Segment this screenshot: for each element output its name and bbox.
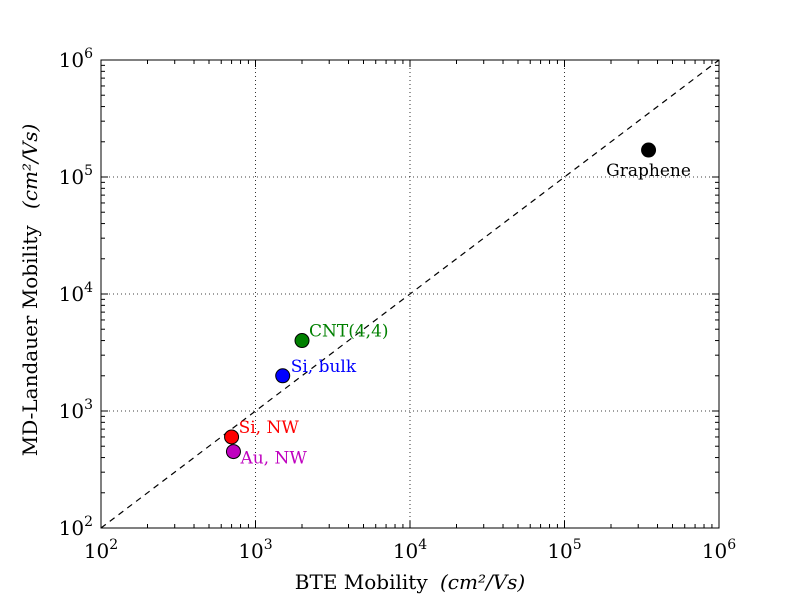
x-tick-label: 102 xyxy=(84,537,118,563)
x-tick-exponent: 3 xyxy=(264,537,273,553)
x-tick-base: 10 xyxy=(393,539,418,563)
x-tick-base: 10 xyxy=(702,539,727,563)
x-tick-exponent: 5 xyxy=(573,537,582,553)
y-tick-base: 10 xyxy=(59,48,84,72)
y-tick-label: 102 xyxy=(59,514,93,540)
point-label-au-nw: Au, NW xyxy=(239,449,307,469)
y-tick-exponent: 3 xyxy=(84,397,93,413)
x-tick-exponent: 6 xyxy=(727,537,736,553)
y-tick-exponent: 6 xyxy=(84,46,93,62)
point-au-nw xyxy=(225,444,241,460)
x-tick-exponent: 2 xyxy=(109,537,118,553)
point-label-graphene: Graphene xyxy=(606,161,691,181)
x-tick-label: 106 xyxy=(702,537,736,563)
x-tick-label: 104 xyxy=(393,537,427,563)
x-tick-exponent: 4 xyxy=(418,537,427,553)
y-axis-label-text: MD-Landauer Mobility xyxy=(18,225,42,457)
point-si-nw xyxy=(224,429,240,445)
x-tick-label: 103 xyxy=(238,537,272,563)
y-tick-base: 10 xyxy=(59,282,84,306)
y-tick-label: 104 xyxy=(59,280,93,306)
x-axis-label: BTE Mobility (cm²/Vs) xyxy=(295,570,525,594)
y-tick-exponent: 5 xyxy=(84,163,93,179)
y-tick-base: 10 xyxy=(59,165,84,189)
x-tick-base: 10 xyxy=(547,539,572,563)
x-axis-label-unit: (cm²/Vs) xyxy=(440,570,525,594)
axis-ticks xyxy=(100,59,720,529)
y-tick-exponent: 4 xyxy=(84,280,93,296)
reference-dashed-line xyxy=(100,59,720,529)
x-tick-base: 10 xyxy=(238,539,263,563)
y-tick-base: 10 xyxy=(59,399,84,423)
data-points xyxy=(224,142,657,460)
point-graphene xyxy=(641,142,657,158)
x-axis-label-text: BTE Mobility xyxy=(295,570,429,594)
y-tick-label: 106 xyxy=(59,46,93,72)
point-labels: Graphene CNT(4,4) Si, bulk Si, NW Au, NW xyxy=(239,161,691,469)
y-tick-exponent: 2 xyxy=(84,514,93,530)
y-tick-label: 103 xyxy=(59,397,93,423)
point-cnt-4-4 xyxy=(294,333,310,349)
y-tick-label: 105 xyxy=(59,163,93,189)
y-tick-base: 10 xyxy=(59,516,84,540)
reference-line-group xyxy=(100,59,720,529)
y-axis-label: MD-Landauer Mobility (cm²/Vs) xyxy=(18,124,42,457)
y-axis-label-unit: (cm²/Vs) xyxy=(18,124,42,209)
point-label-si-bulk: Si, bulk xyxy=(291,357,357,377)
point-label-si-nw: Si, NW xyxy=(239,418,300,438)
point-label-cnt-4-4: CNT(4,4) xyxy=(309,322,389,342)
x-tick-label: 105 xyxy=(547,537,581,563)
x-tick-base: 10 xyxy=(84,539,109,563)
point-si-bulk xyxy=(275,368,291,384)
